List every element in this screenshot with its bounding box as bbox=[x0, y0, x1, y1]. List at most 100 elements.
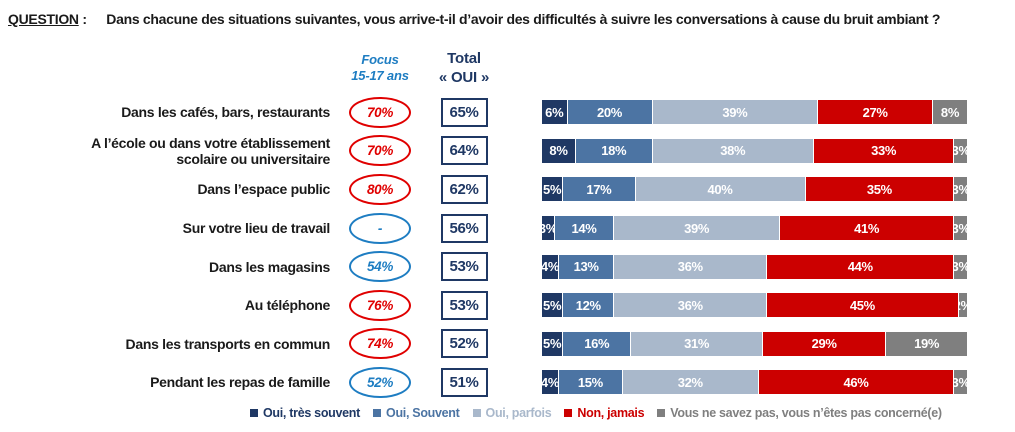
row-label: Dans les transports en commun bbox=[125, 335, 331, 352]
bar-segment: 31% bbox=[631, 331, 763, 356]
bar-segment: 36% bbox=[614, 254, 768, 279]
legend-label: Non, jamais bbox=[577, 406, 645, 420]
total-cell: 53% bbox=[424, 252, 504, 282]
total-cell: 62% bbox=[424, 174, 504, 204]
chart-row: Dans les cafés, bars, restaurants 70% 65% 6… bbox=[0, 93, 1015, 132]
bar-segment: 16% bbox=[563, 331, 632, 356]
question-text: Dans chacune des situations suivantes, v… bbox=[106, 11, 941, 27]
stacked-bar: 3%14%39%41%3% bbox=[539, 216, 967, 241]
total-cell: 56% bbox=[424, 213, 504, 243]
bar-segment: 27% bbox=[818, 100, 933, 125]
row-label: Dans l’espace public bbox=[197, 181, 331, 198]
total-oui-box: 64% bbox=[440, 136, 488, 166]
legend-item: Vous ne savez pas, vous n’êtes pas conce… bbox=[657, 406, 942, 420]
bar-segment: 5% bbox=[542, 293, 564, 318]
bar-segment: 19% bbox=[886, 331, 967, 356]
legend-item: Oui, très souvent bbox=[250, 406, 360, 420]
total-oui-box: 52% bbox=[440, 329, 488, 359]
bar-segment: 17% bbox=[563, 177, 636, 202]
bar-cell: 3%14%39%41%3% bbox=[539, 216, 967, 241]
bar-segment: 12% bbox=[563, 293, 615, 318]
legend-label: Oui, très souvent bbox=[263, 406, 361, 420]
legend-item: Oui, parfois bbox=[472, 406, 552, 420]
legend-swatch-icon bbox=[564, 409, 573, 417]
bar-segment: 35% bbox=[805, 177, 955, 202]
bar-segment: 44% bbox=[767, 254, 955, 279]
bar-cell: 8%18%38%33%3% bbox=[542, 138, 967, 163]
total-cell: 51% bbox=[424, 367, 504, 397]
legend-label: Oui, parfois bbox=[485, 406, 552, 420]
focus-oval: 70% bbox=[349, 96, 411, 128]
bar-segment: 40% bbox=[635, 177, 806, 202]
chart-row: Dans les magasins 54% 53% 4%13%36%44%3% bbox=[0, 247, 1015, 286]
bar-segment: 8% bbox=[542, 138, 576, 163]
bar-segment: 3% bbox=[954, 138, 967, 163]
chart-rows: Dans les cafés, bars, restaurants 70% 65% 6… bbox=[0, 93, 1015, 402]
focus-oval: 80% bbox=[349, 173, 411, 205]
focus-oval: - bbox=[349, 212, 411, 244]
row-label: Au téléphone bbox=[244, 297, 330, 314]
chart-row: Pendant les repas de famille 52% 51% 4% 15% 3… bbox=[0, 363, 1015, 402]
total-oui-box: 65% bbox=[440, 97, 488, 127]
focus-oval: 74% bbox=[349, 328, 411, 360]
row-label: Dans les magasins bbox=[209, 258, 330, 275]
focus-cell: 70% bbox=[336, 96, 424, 128]
legend-swatch-icon bbox=[472, 409, 481, 417]
stacked-bar: 4%15%32%46%3% bbox=[541, 370, 967, 395]
stacked-bar: 8%18%38%33%3% bbox=[542, 138, 967, 163]
bar-segment: 3% bbox=[539, 216, 557, 241]
bar-segment: 39% bbox=[652, 100, 819, 125]
focus-cell: 54% bbox=[336, 251, 424, 283]
chart-row: Sur votre lieu de travail -56% 3% 14% 39% 41%… bbox=[0, 209, 1015, 248]
chart-row: Au téléphone 76% 53% 5%12%36%45%2% bbox=[0, 286, 1015, 325]
focus-cell: 74% bbox=[336, 328, 424, 360]
stacked-bar: 5%12%36%45%2% bbox=[542, 293, 967, 318]
chart-row: Dans les transports en commun 74% 52% 5% 16%… bbox=[0, 325, 1015, 364]
bar-segment: 3% bbox=[954, 370, 967, 395]
chart-row: A l’école ou dans votre établissement sc… bbox=[0, 132, 1015, 171]
focus-oval: 54% bbox=[349, 251, 411, 283]
stacked-bar: 5% 16% 31% 29% 19% bbox=[542, 331, 967, 356]
bar-cell: 5%12%36%45%2% bbox=[542, 293, 967, 318]
focus-oval: 70% bbox=[349, 135, 411, 167]
question-colon: : bbox=[82, 11, 87, 27]
bar-segment: 5% bbox=[542, 177, 564, 202]
focus-oval: 52% bbox=[349, 366, 411, 398]
bar-segment: 5% bbox=[542, 331, 564, 356]
total-cell: 52% bbox=[424, 329, 504, 359]
legend-item: Oui, Souvent bbox=[373, 406, 460, 420]
question-line: QUESTION : Dans chacune des situations s… bbox=[8, 11, 940, 27]
bar-segment: 41% bbox=[780, 216, 955, 241]
legend-swatch-icon bbox=[657, 409, 666, 417]
bar-segment: 36% bbox=[614, 293, 768, 318]
bar-segment: 45% bbox=[767, 293, 959, 318]
total-cell: 65% bbox=[424, 97, 504, 127]
total-oui-box: 53% bbox=[440, 252, 488, 282]
stacked-bar: 6% 20% 39% 27% 8% bbox=[542, 100, 967, 125]
stacked-bar: 4%13%36%44%3% bbox=[541, 254, 967, 279]
bar-segment: 46% bbox=[758, 370, 955, 395]
bar-segment: 3% bbox=[954, 216, 967, 241]
focus-cell: 76% bbox=[336, 289, 424, 321]
stacked-bar: 5%17%40%35%3% bbox=[542, 177, 967, 202]
bar-segment: 29% bbox=[763, 331, 887, 356]
row-label: Sur votre lieu de travail bbox=[182, 220, 331, 237]
question-label: QUESTION bbox=[8, 11, 79, 27]
bar-segment: 39% bbox=[614, 216, 780, 241]
bar-segment: 32% bbox=[622, 370, 759, 395]
bar-segment: 2% bbox=[958, 293, 967, 318]
total-oui-box: 51% bbox=[440, 367, 488, 397]
bar-segment: 15% bbox=[559, 370, 623, 395]
bar-segment: 4% bbox=[541, 254, 559, 279]
bar-cell: 5%17%40%35%3% bbox=[542, 177, 967, 202]
row-label: Dans les cafés, bars, restaurants bbox=[121, 104, 330, 121]
bar-segment: 14% bbox=[554, 216, 615, 241]
total-column-header: Total « OUI » bbox=[438, 50, 490, 86]
legend: Oui, très souvent Oui, Souvent Oui, parfoi… bbox=[250, 406, 942, 420]
focus-cell: 52% bbox=[336, 366, 424, 398]
bar-cell: 4%15%32%46%3% bbox=[541, 370, 967, 395]
focus-cell: - bbox=[336, 212, 424, 244]
legend-item: Non, jamais bbox=[564, 406, 645, 420]
chart-row: Dans l’espace public 80% 62% 5%17%40%35%3% bbox=[0, 170, 1015, 209]
